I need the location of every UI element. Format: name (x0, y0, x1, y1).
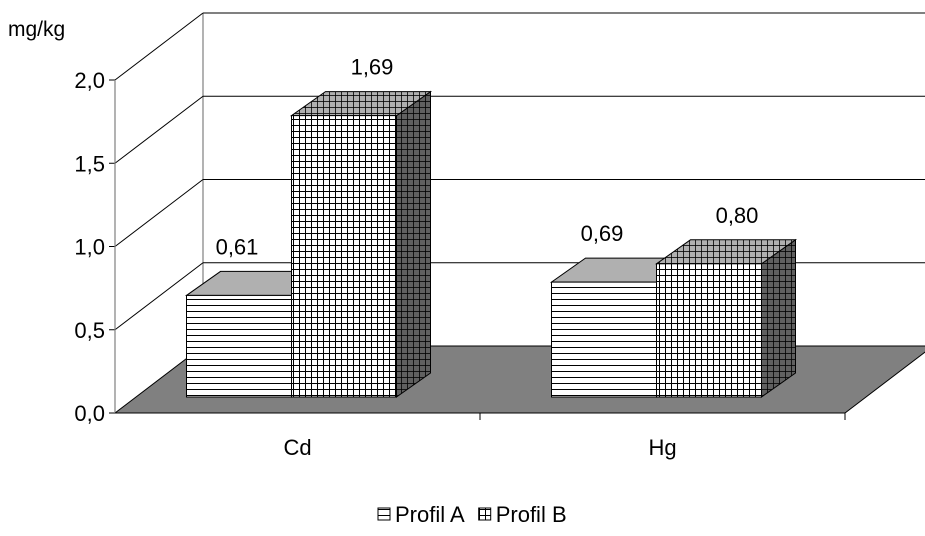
legend-label: Profil B (496, 502, 567, 527)
data-label: 0,69 (581, 221, 624, 246)
side-wall-gridline (114, 179, 204, 247)
side-wall-gridline (114, 95, 204, 164)
data-label: 1,69 (351, 55, 394, 80)
y-tick-label: 0,5 (74, 318, 105, 343)
bar-side (761, 238, 796, 398)
bar (291, 115, 397, 398)
x-category-label: Hg (648, 435, 676, 460)
bar (186, 294, 292, 398)
data-label: 0,61 (216, 234, 259, 259)
legend-swatch (377, 507, 391, 521)
y-tick-label: 1,5 (74, 151, 105, 176)
legend-swatch (478, 507, 492, 521)
side-wall-gridline (114, 262, 204, 331)
y-tick-label: 2,0 (74, 68, 105, 93)
y-tick-label: 1,0 (74, 235, 105, 260)
side-wall-gridline (114, 12, 204, 81)
data-label: 0,80 (716, 203, 759, 228)
y-tick-label: 0,0 (74, 401, 105, 426)
bar-side (396, 90, 431, 398)
y-axis-label: mg/kg (8, 18, 65, 41)
legend-label: Profil A (395, 502, 465, 527)
bar (551, 281, 657, 398)
bar (656, 263, 762, 398)
x-category-label: Cd (283, 435, 311, 460)
